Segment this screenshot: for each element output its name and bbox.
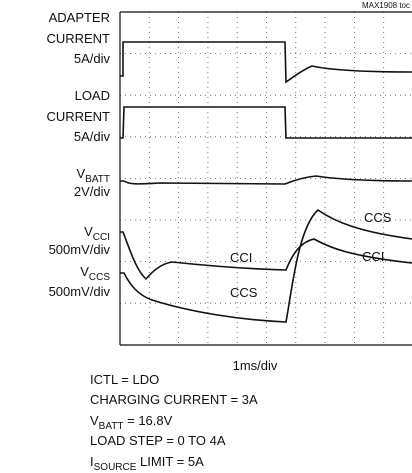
channel-name: CURRENT	[46, 109, 110, 124]
condition: ICTL = LDO	[90, 372, 159, 387]
trace-label: CCS	[230, 285, 258, 300]
trace-label: CCI	[230, 250, 252, 265]
channel-name: CURRENT	[46, 31, 110, 46]
scope-grid	[120, 12, 412, 345]
channel-scale: 500mV/div	[49, 284, 111, 299]
symbol-sub: CCS	[89, 272, 110, 283]
condition: ISOURCE LIMIT = 5A	[90, 454, 204, 473]
vbatt-trace	[120, 175, 412, 185]
condition: CHARGING CURRENT = 3A	[90, 392, 258, 407]
load-current-trace	[120, 106, 412, 139]
cond-rest: LIMIT = 5A	[136, 454, 204, 469]
condition: LOAD STEP = 0 TO 4A	[90, 433, 226, 448]
cond-base: I	[90, 454, 94, 469]
channel-scale: 500mV/div	[49, 242, 111, 257]
condition: VBATT = 16.8V	[90, 413, 173, 432]
channel-symbol: VCCS	[80, 264, 110, 283]
vcci-trace	[120, 231, 412, 281]
adapter-current-trace	[120, 41, 412, 84]
symbol-sub: CCI	[93, 232, 110, 243]
trace-label: CCS	[364, 210, 392, 225]
channel-scale: 5A/div	[74, 129, 111, 144]
symbol-sub: BATT	[85, 174, 110, 185]
cond-rest: = 16.8V	[124, 413, 173, 428]
symbol-base: V	[84, 224, 93, 239]
cond-sub: SOURCE	[94, 462, 137, 473]
trace-label: CCI	[362, 249, 384, 264]
cond-base: V	[90, 413, 99, 428]
figure-id: MAX1908 toc	[362, 1, 410, 10]
symbol-base: V	[80, 264, 89, 279]
channel-symbol: VBATT	[77, 166, 111, 185]
channel-name: ADAPTER	[49, 10, 110, 25]
time-scale: 1ms/div	[233, 358, 278, 373]
channel-scale: 2V/div	[74, 184, 111, 199]
channel-symbol: VCCI	[84, 224, 110, 243]
channel-scale: 5A/div	[74, 51, 111, 66]
vccs-trace	[120, 208, 412, 323]
symbol-base: V	[77, 166, 86, 181]
channel-name: LOAD	[75, 88, 110, 103]
cond-sub: BATT	[99, 421, 124, 432]
